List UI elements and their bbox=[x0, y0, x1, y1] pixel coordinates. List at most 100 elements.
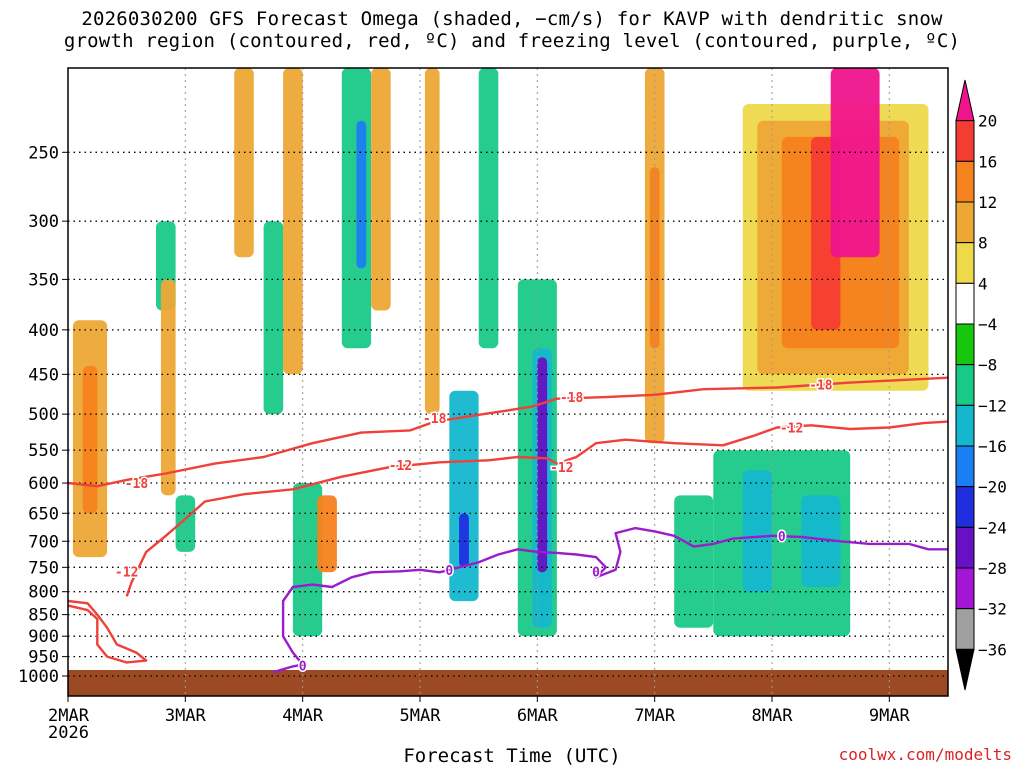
omega-cell bbox=[234, 68, 254, 258]
y-tick-label: 250 bbox=[28, 143, 59, 163]
x-tick-label: 5MAR bbox=[400, 706, 442, 726]
contour-line bbox=[272, 526, 948, 674]
x-tick-label: 6MAR bbox=[517, 706, 559, 726]
x-tick-label: 7MAR bbox=[634, 706, 676, 726]
contour-label: -12 bbox=[780, 422, 803, 437]
y-tick-label: 550 bbox=[28, 441, 59, 461]
colorbar-label: 12 bbox=[978, 193, 997, 212]
colorbar-swatch bbox=[955, 445, 975, 488]
colorbar-swatch bbox=[955, 282, 975, 325]
omega-cell bbox=[830, 68, 880, 258]
colorbar-swatch bbox=[955, 526, 975, 569]
colorbar-swatch bbox=[955, 79, 975, 122]
y-tick-label: 800 bbox=[28, 583, 59, 603]
colorbar-label: −20 bbox=[978, 478, 1007, 497]
contour-label: -12 bbox=[389, 459, 412, 474]
y-axis: 2503003504004505005506006507007508008509… bbox=[18, 143, 68, 687]
colorbar-swatch bbox=[955, 404, 975, 447]
omega-cell bbox=[478, 68, 499, 349]
y-tick-label: 750 bbox=[28, 558, 59, 578]
x-tick-label: 9MAR bbox=[869, 706, 911, 726]
colorbar-label: −36 bbox=[978, 640, 1007, 659]
colorbar-swatch bbox=[955, 608, 975, 650]
colorbar-label: −8 bbox=[978, 356, 997, 375]
colorbar-swatch bbox=[955, 648, 975, 691]
omega-cell bbox=[537, 357, 548, 573]
y-tick-label: 950 bbox=[28, 648, 59, 668]
colorbar-label: −16 bbox=[978, 437, 1007, 456]
colorbar-swatch bbox=[955, 160, 975, 203]
chart-title-line-1: 2026030200 GFS Forecast Omega (shaded, −… bbox=[81, 8, 943, 30]
contour-line bbox=[67, 599, 148, 664]
omega-cell bbox=[424, 68, 440, 415]
colorbar-label: −24 bbox=[978, 518, 1007, 537]
credit-link[interactable]: coolwx.com/modelts bbox=[838, 745, 1012, 764]
x-tick-label: 8MAR bbox=[752, 706, 794, 726]
y-tick-label: 450 bbox=[28, 365, 59, 385]
y-tick-label: 900 bbox=[28, 627, 59, 647]
y-tick-label: 300 bbox=[28, 212, 59, 232]
omega-cell bbox=[160, 279, 176, 496]
omega-cell bbox=[649, 167, 660, 349]
omega-cell bbox=[801, 495, 841, 587]
omega-cell bbox=[82, 365, 98, 514]
contour-layer: -18 -18 -18 -18 -12 -12 -12 -12 0 0 0 0 bbox=[67, 376, 949, 676]
y-tick-label: 500 bbox=[28, 405, 59, 425]
omega-cell bbox=[742, 470, 772, 592]
colorbar: 20 16 12 8 4 −4 −8 −12 −16 −20 −24 −28 −32 −36 bbox=[955, 79, 1007, 691]
x-tick-label: 3MAR bbox=[165, 706, 207, 726]
colorbar-label: −4 bbox=[978, 315, 997, 334]
ground-band bbox=[68, 670, 948, 696]
y-tick-label: 850 bbox=[28, 606, 59, 626]
colorbar-swatch bbox=[955, 242, 975, 284]
x-tick-label: 2MAR bbox=[48, 706, 90, 726]
omega-cell bbox=[292, 483, 323, 637]
omega-cell bbox=[175, 495, 196, 552]
x-tick-label: 4MAR bbox=[282, 706, 324, 726]
contour-label: -18 bbox=[809, 378, 833, 393]
y-tick-label: 350 bbox=[28, 270, 59, 290]
x-axis-label: Forecast Time (UTC) bbox=[403, 745, 621, 767]
omega-cell bbox=[371, 68, 391, 311]
contour-line bbox=[67, 376, 949, 488]
y-tick-label: 650 bbox=[28, 504, 59, 524]
omega-cell bbox=[449, 390, 479, 602]
colorbar-label: 8 bbox=[978, 234, 988, 253]
colorbar-swatch bbox=[955, 323, 975, 366]
contour-line bbox=[125, 420, 949, 597]
colorbar-swatch bbox=[955, 120, 975, 162]
colorbar-label: 4 bbox=[978, 274, 988, 293]
y-tick-label: 600 bbox=[28, 474, 59, 494]
y-tick-label: 700 bbox=[28, 532, 59, 552]
chart-title-line-2: growth region (contoured, red, ºC) and f… bbox=[63, 30, 961, 52]
contour-label: -18 bbox=[125, 477, 149, 492]
colorbar-swatch bbox=[955, 364, 975, 406]
colorbar-swatch bbox=[955, 486, 975, 528]
contour-label: -12 bbox=[115, 565, 138, 580]
y-tick-label: 1000 bbox=[18, 667, 59, 687]
contour-label: -18 bbox=[423, 412, 447, 427]
colorbar-label: 16 bbox=[978, 152, 997, 171]
omega-cell bbox=[459, 513, 469, 568]
plot-frame bbox=[67, 67, 949, 697]
colorbar-label: −12 bbox=[978, 396, 1007, 415]
y-tick-label: 400 bbox=[28, 321, 59, 341]
contour-label: 0 bbox=[592, 565, 600, 580]
colorbar-swatch bbox=[955, 201, 975, 244]
contour-label: -18 bbox=[560, 391, 584, 406]
x-tick-sublabel: 2026 bbox=[48, 723, 89, 743]
contour-label: 0 bbox=[445, 564, 453, 579]
chart-title: 2026030200 GFS Forecast Omega (shaded, −… bbox=[0, 8, 1024, 52]
contour-label: 0 bbox=[299, 659, 307, 674]
colorbar-label: −28 bbox=[978, 559, 1007, 578]
omega-cell bbox=[263, 221, 284, 415]
omega-cell bbox=[283, 68, 303, 375]
colorbar-label: −32 bbox=[978, 600, 1007, 619]
contour-label: 0 bbox=[778, 530, 786, 545]
omega-cell bbox=[674, 495, 714, 628]
colorbar-label: 20 bbox=[978, 112, 997, 131]
colorbar-swatch bbox=[955, 567, 975, 610]
omega-cell bbox=[317, 495, 337, 573]
